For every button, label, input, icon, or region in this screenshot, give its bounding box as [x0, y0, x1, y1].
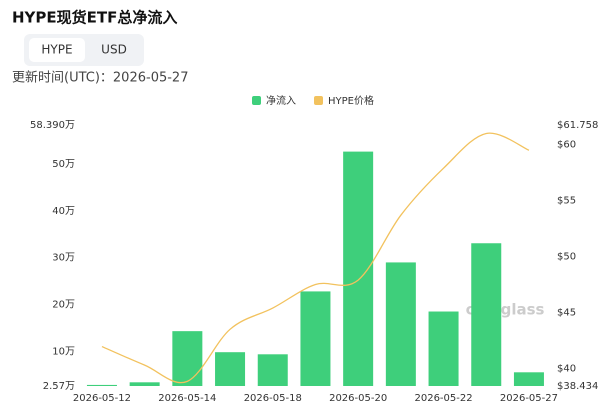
y-tick-label: 10万	[52, 346, 75, 357]
y2-tick-label: $45	[557, 308, 576, 319]
bar	[215, 352, 246, 386]
legend-swatch	[252, 96, 261, 105]
bar	[471, 243, 502, 386]
legend-swatch	[314, 96, 323, 105]
y2-tick-label: $61.758	[557, 120, 598, 131]
bar	[172, 331, 203, 386]
bar	[129, 382, 160, 386]
y-tick-label: 40万	[52, 206, 75, 217]
y2-tick-label: $60	[557, 140, 576, 151]
y2-tick-label: $40	[557, 363, 576, 374]
x-tick-label: 2026-05-18	[244, 393, 302, 404]
x-tick-label: 2026-05-20	[329, 393, 387, 404]
bar	[428, 311, 459, 386]
y-tick-label: 30万	[52, 253, 75, 264]
y-tick-label: 50万	[52, 159, 75, 170]
bar	[300, 291, 331, 386]
x-tick-label: 2026-05-12	[73, 393, 131, 404]
tab[interactable]: USD	[101, 43, 127, 57]
tab-active[interactable]	[29, 38, 85, 62]
price-line	[101, 132, 530, 384]
y2-tick-label: $55	[557, 196, 576, 207]
legend-label: HYPE价格	[328, 94, 374, 107]
x-tick-label: 2026-05-14	[158, 393, 216, 404]
legend-label: 净流入	[266, 94, 296, 107]
title: HYPE现货ETF总净流入	[12, 9, 177, 27]
bar	[513, 372, 544, 386]
y2-tick-label: $38.434	[557, 381, 598, 392]
bar	[257, 354, 288, 386]
x-tick-label: 2026-05-22	[414, 393, 472, 404]
y-tick-label: 2.57万	[43, 381, 75, 392]
tab[interactable]: HYPE	[41, 43, 72, 57]
bar	[86, 384, 117, 386]
y2-tick-label: $50	[557, 252, 576, 263]
bar	[385, 262, 416, 386]
update-time: 更新时间(UTC)：2026-05-27	[12, 70, 188, 86]
y-tick-label: 58.390万	[30, 120, 75, 131]
x-tick-label: 2026-05-27	[500, 393, 558, 404]
y-tick-label: 20万	[52, 300, 75, 311]
